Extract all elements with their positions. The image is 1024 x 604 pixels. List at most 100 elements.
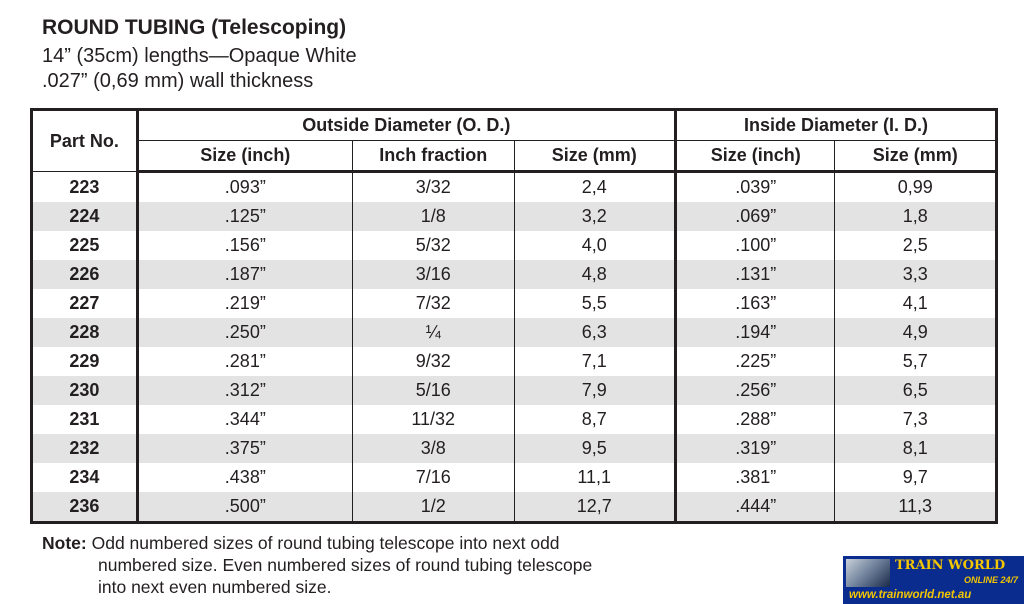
table-cell: 11,3 bbox=[834, 492, 997, 523]
table-cell: 12,7 bbox=[513, 492, 676, 523]
table-cell: .069” bbox=[673, 202, 835, 231]
column-header: Size (mm) bbox=[513, 140, 677, 173]
table-cell: .219” bbox=[136, 289, 353, 318]
note-line: Odd numbered sizes of round tubing teles… bbox=[91, 533, 560, 553]
table-row: 228.250” ¼ 6,3.194” 4,9 bbox=[31, 318, 997, 347]
table-cell: 2,4 bbox=[513, 171, 676, 202]
table-row: 236.500” 1/2 12,7.444” 11,3 bbox=[31, 492, 997, 523]
table-cell: 4,1 bbox=[834, 289, 997, 318]
table-cell: 1,8 bbox=[834, 202, 997, 231]
table-row: 231.344” 11/32 8,7.288” 7,3 bbox=[31, 405, 997, 434]
table-cell: 4,9 bbox=[834, 318, 997, 347]
column-header: Size (mm) bbox=[834, 140, 997, 173]
part-number-cell: 236 bbox=[31, 492, 139, 523]
table-cell: .344” bbox=[136, 405, 353, 434]
table-cell: .438” bbox=[136, 463, 353, 492]
table-cell: 4,8 bbox=[513, 260, 676, 289]
tubing-table: Part No. Outside Diameter (O. D.) Inside… bbox=[30, 108, 998, 524]
table-cell: .312” bbox=[136, 376, 353, 405]
table-cell: 0,99 bbox=[834, 171, 997, 202]
table-row: 226.187” 3/16 4,8.131” 3,3 bbox=[31, 260, 997, 289]
logo-name: TRAIN WORLD bbox=[895, 558, 1006, 573]
table-cell: 1/8 bbox=[351, 202, 514, 231]
table-row: 230.312” 5/16 7,9.256” 6,5 bbox=[31, 376, 997, 405]
table-cell: 11/32 bbox=[351, 405, 514, 434]
od-header: Outside Diameter (O. D.) bbox=[136, 109, 677, 141]
table-cell: .093” bbox=[136, 171, 353, 202]
table-cell: .125” bbox=[136, 202, 353, 231]
table-cell: .281” bbox=[136, 347, 353, 376]
locomotive-image bbox=[846, 559, 890, 587]
table-cell: .444” bbox=[673, 492, 835, 523]
table-cell: 3,2 bbox=[513, 202, 676, 231]
subtitle-length: 14” (35cm) lengths—Opaque White bbox=[42, 45, 357, 67]
part-number-cell: 227 bbox=[31, 289, 139, 318]
table-cell: 7,9 bbox=[513, 376, 676, 405]
table-cell: 6,3 bbox=[513, 318, 676, 347]
table-cell: 6,5 bbox=[834, 376, 997, 405]
table-cell: .500” bbox=[136, 492, 353, 523]
table-cell: .375” bbox=[136, 434, 353, 463]
id-header: Inside Diameter (I. D.) bbox=[674, 109, 998, 141]
part-number-cell: 226 bbox=[31, 260, 139, 289]
note: Note: Odd numbered sizes of round tubing… bbox=[42, 532, 742, 598]
table-cell: 1/2 bbox=[351, 492, 514, 523]
table-cell: 7,3 bbox=[834, 405, 997, 434]
page-title: ROUND TUBING (Telescoping) bbox=[42, 16, 347, 39]
part-number-cell: 225 bbox=[31, 231, 139, 260]
table-cell: ¼ bbox=[351, 318, 514, 347]
table-row: 229.281” 9/32 7,1.225” 5,7 bbox=[31, 347, 997, 376]
trainworld-logo: TRAIN WORLD ONLINE 24/7 www.trainworld.n… bbox=[843, 556, 1024, 604]
table-cell: 9/32 bbox=[351, 347, 514, 376]
subtitle-wall: .027” (0,69 mm) wall thickness bbox=[42, 70, 314, 92]
table-row: 234.438” 7/16 11,1.381” 9,7 bbox=[31, 463, 997, 492]
table-cell: 9,5 bbox=[513, 434, 676, 463]
part-number-cell: 232 bbox=[31, 434, 139, 463]
table-cell: 8,1 bbox=[834, 434, 997, 463]
table-cell: 5/32 bbox=[351, 231, 514, 260]
part-number-cell: 223 bbox=[31, 171, 139, 202]
table-cell: .156” bbox=[136, 231, 353, 260]
table-cell: .131” bbox=[673, 260, 835, 289]
table-cell: 5/16 bbox=[351, 376, 514, 405]
note-line: numbered size. Even numbered sizes of ro… bbox=[98, 555, 593, 575]
table-cell: 5,7 bbox=[834, 347, 997, 376]
table-cell: 8,7 bbox=[513, 405, 676, 434]
part-no-header: Part No. bbox=[31, 109, 139, 172]
note-line: into next even numbered size. bbox=[98, 577, 332, 597]
column-header: Size (inch) bbox=[136, 140, 353, 173]
table-row: 225.156” 5/32 4,0.100” 2,5 bbox=[31, 231, 997, 260]
table-cell: 9,7 bbox=[834, 463, 997, 492]
table-cell: .225” bbox=[673, 347, 835, 376]
part-number-cell: 234 bbox=[31, 463, 139, 492]
table-cell: 3,3 bbox=[834, 260, 997, 289]
note-label: Note: bbox=[42, 533, 87, 553]
table-row: 223.093” 3/32 2,4.039” 0,99 bbox=[31, 171, 997, 202]
part-number-cell: 228 bbox=[31, 318, 139, 347]
table-cell: 7/32 bbox=[351, 289, 514, 318]
table-cell: .381” bbox=[673, 463, 835, 492]
part-number-cell: 229 bbox=[31, 347, 139, 376]
table-cell: .256” bbox=[673, 376, 835, 405]
part-number-cell: 230 bbox=[31, 376, 139, 405]
part-number-cell: 231 bbox=[31, 405, 139, 434]
logo-url: www.trainworld.net.au bbox=[849, 589, 972, 601]
table-cell: 4,0 bbox=[513, 231, 676, 260]
table-row: 232.375” 3/8 9,5.319” 8,1 bbox=[31, 434, 997, 463]
table-cell: 7/16 bbox=[351, 463, 514, 492]
column-header: Inch fraction bbox=[351, 140, 515, 173]
table-cell: 5,5 bbox=[513, 289, 676, 318]
table-cell: .187” bbox=[136, 260, 353, 289]
table-row: 224.125” 1/8 3,2.069” 1,8 bbox=[31, 202, 997, 231]
table-cell: .319” bbox=[673, 434, 835, 463]
table-cell: 3/32 bbox=[351, 171, 514, 202]
table-cell: 3/16 bbox=[351, 260, 514, 289]
column-header: Size (inch) bbox=[674, 140, 836, 173]
table-cell: .163” bbox=[673, 289, 835, 318]
table-cell: .288” bbox=[673, 405, 835, 434]
part-number-cell: 224 bbox=[31, 202, 139, 231]
table-row: 227.219” 7/32 5,5.163” 4,1 bbox=[31, 289, 997, 318]
table-cell: .250” bbox=[136, 318, 353, 347]
table-cell: 2,5 bbox=[834, 231, 997, 260]
table-cell: .194” bbox=[673, 318, 835, 347]
